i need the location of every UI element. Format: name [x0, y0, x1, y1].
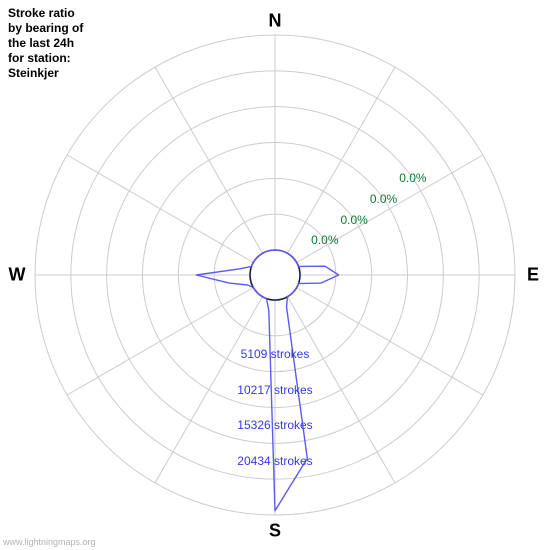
cardinal-e: E [527, 265, 539, 286]
ring-percent-label: 0.0% [399, 171, 426, 185]
cardinal-s: S [269, 521, 281, 542]
stroke-count-label: 10217 strokes [237, 383, 312, 397]
stroke-count-label: 15326 strokes [237, 418, 312, 432]
cardinal-w: W [9, 265, 26, 286]
attribution-text: www.lightningmaps.org [3, 537, 96, 547]
ring-percent-label: 0.0% [311, 233, 338, 247]
ring-percent-label: 0.0% [370, 192, 397, 206]
chart-title: Stroke ratio by bearing of the last 24h … [8, 6, 83, 81]
stroke-count-label: 20434 strokes [237, 454, 312, 468]
cardinal-n: N [269, 11, 282, 32]
ring-percent-label: 0.0% [340, 213, 367, 227]
stroke-count-label: 5109 strokes [241, 347, 310, 361]
